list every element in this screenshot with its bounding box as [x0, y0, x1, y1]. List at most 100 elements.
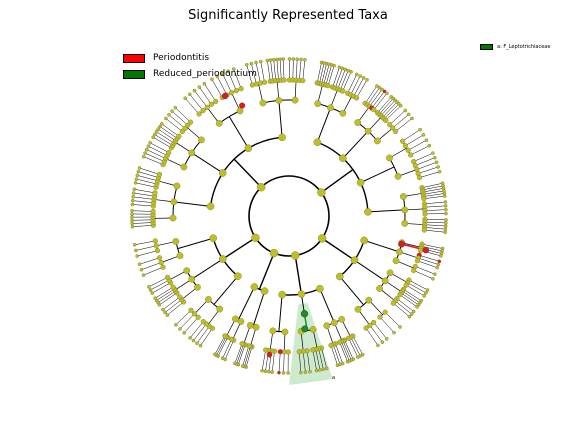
genus-node: [153, 243, 159, 249]
leaf-node: [308, 369, 312, 374]
leaf-node: [254, 60, 258, 65]
family-node: [394, 172, 402, 180]
family-node: [205, 296, 212, 303]
periodontitis-node: [266, 351, 273, 358]
genus-node: [158, 259, 164, 266]
order-node: [278, 133, 286, 142]
leaf-edge: [402, 290, 420, 303]
genus-node: [383, 117, 389, 123]
leaf-node: [146, 144, 151, 148]
root-ring: [248, 175, 330, 257]
family-node: [309, 326, 317, 333]
family-node: [330, 319, 338, 327]
leaf-edge: [156, 131, 175, 144]
order-node: [218, 169, 227, 177]
leaf-edge: [204, 83, 216, 102]
genus-node: [408, 152, 414, 158]
leaf-edge: [342, 71, 352, 92]
order-node: [336, 272, 344, 281]
leaf-edge: [139, 257, 160, 265]
genus-node: [371, 319, 377, 325]
family-node: [291, 96, 299, 104]
phylum-node: [318, 234, 327, 243]
leaf-node: [131, 195, 135, 199]
leaf-edge: [273, 59, 277, 81]
leaf-edge: [424, 201, 446, 205]
family-node: [339, 109, 347, 117]
genus-node: [422, 211, 428, 217]
leaf-edge: [330, 345, 338, 366]
leaf-edge: [315, 349, 321, 370]
leaf-edge: [377, 96, 392, 113]
leaf-edge: [159, 292, 178, 306]
leaf-node: [144, 147, 149, 152]
genus-node: [152, 190, 158, 196]
family-node: [170, 198, 178, 206]
leaf-node: [444, 218, 448, 222]
genus-node: [397, 292, 403, 298]
leaf-node: [174, 323, 178, 327]
leaf-node: [188, 336, 192, 340]
leaf-node: [244, 63, 249, 67]
leaf-node: [158, 124, 162, 129]
family-node: [395, 248, 403, 256]
genus-node: [222, 333, 228, 339]
order-edge: [316, 107, 332, 143]
leaf-edge: [137, 175, 158, 182]
leaf-node: [215, 74, 219, 79]
family-node: [401, 206, 409, 214]
leaf-edge: [350, 337, 361, 357]
leaf-edge: [236, 344, 244, 365]
genus-node: [390, 300, 396, 306]
family-node: [237, 318, 245, 325]
leaf-edge: [339, 342, 348, 362]
genus-node: [208, 101, 214, 107]
leaf-edge: [222, 339, 232, 359]
leaf-edge: [184, 98, 200, 115]
leaf-edge: [340, 70, 349, 91]
leaf-node: [275, 57, 279, 62]
family-node: [215, 120, 223, 127]
leaf-node: [135, 254, 139, 258]
family-node: [401, 220, 409, 227]
genus-node: [417, 247, 424, 254]
genus-node: [152, 238, 158, 244]
leaf-node: [220, 356, 225, 361]
leaf-edge: [405, 134, 424, 146]
order-edge: [319, 288, 335, 323]
leaf-edge: [199, 86, 212, 105]
leaf-node: [197, 85, 202, 89]
leaf-node: [318, 368, 322, 372]
leaf-node: [324, 366, 329, 371]
clade-legend-label: a: F_Leptotrichiaceae: [497, 44, 551, 50]
leaf-node: [314, 368, 319, 373]
order-edge: [360, 166, 395, 184]
leaf-edge: [135, 245, 157, 251]
order-edge: [191, 152, 224, 174]
leaf-node: [147, 285, 151, 289]
leaf-node: [354, 72, 359, 77]
order-edge: [213, 275, 239, 305]
genus-node: [177, 294, 183, 300]
leaf-edge: [419, 171, 440, 178]
leaf-edge: [238, 344, 246, 365]
leaf-edge: [179, 313, 195, 330]
leaf-edge: [194, 90, 208, 108]
leaf-node: [295, 57, 299, 61]
family-node: [281, 328, 289, 336]
leaf-edge: [403, 289, 422, 301]
leaf-node: [349, 70, 353, 74]
leaf-edge: [153, 137, 172, 149]
leaf-edge: [379, 98, 394, 115]
periodontitis-node: [398, 240, 405, 248]
leaf-node: [398, 325, 402, 329]
order-node: [350, 256, 359, 264]
clade-legend: a: F_Leptotrichiaceae: [480, 44, 550, 50]
genus-node: [300, 78, 306, 84]
leaf-node: [167, 113, 171, 117]
leaf-node: [436, 262, 441, 267]
leaf-node: [375, 84, 379, 88]
leaf-node: [132, 187, 137, 192]
leaf-node: [415, 305, 419, 309]
leaf-edge: [255, 62, 261, 84]
